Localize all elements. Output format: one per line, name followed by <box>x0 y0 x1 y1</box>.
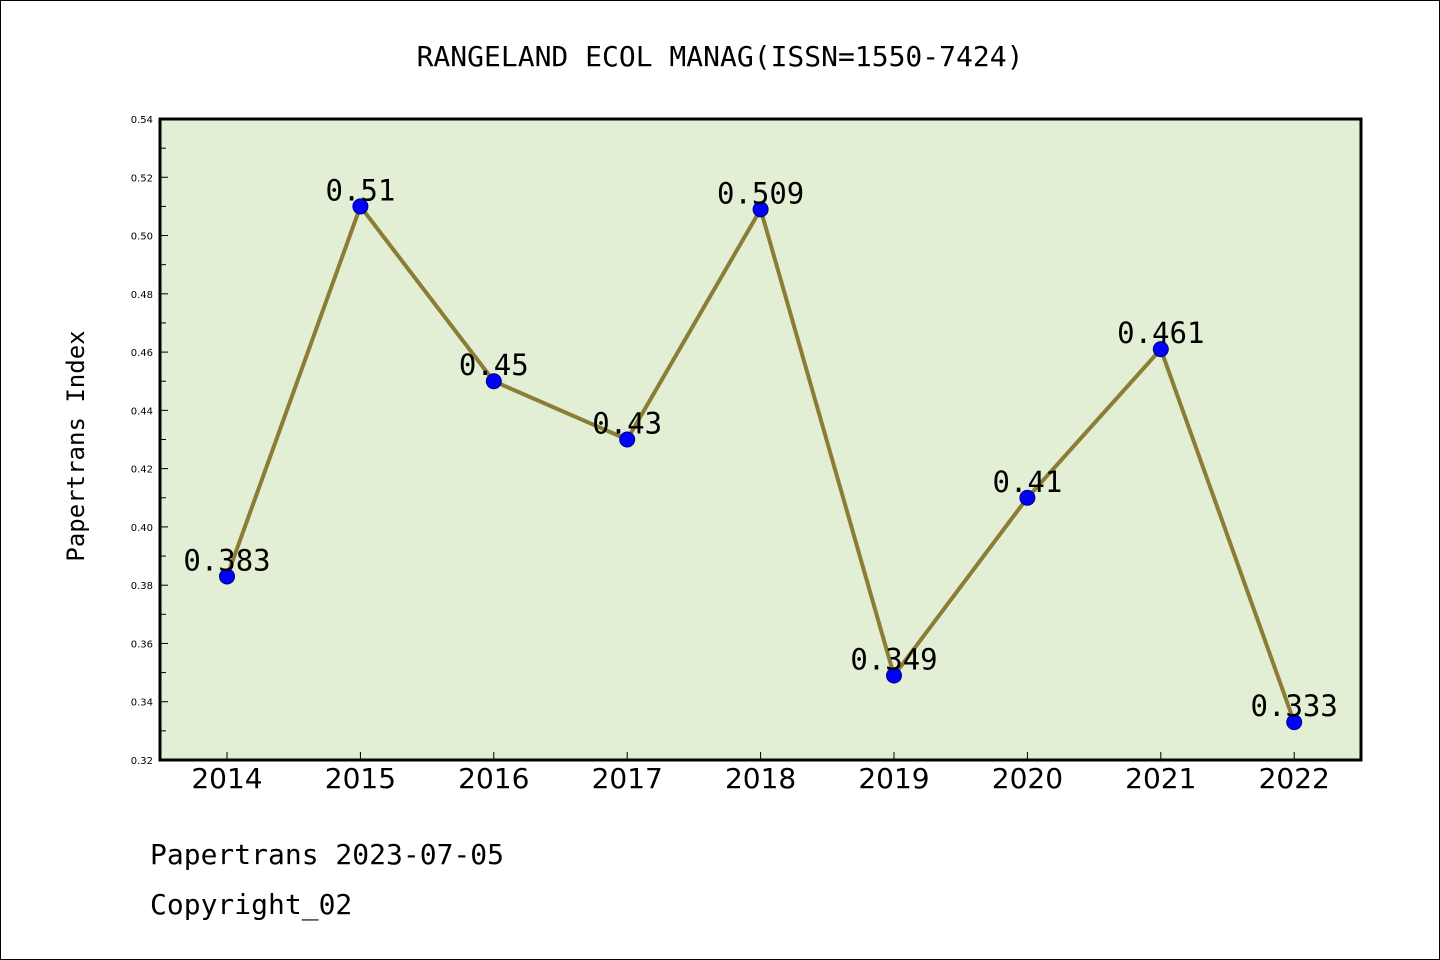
footer-copyright: Copyright_02 <box>150 888 352 922</box>
y-axis-label: Papertrans Index <box>62 330 90 561</box>
y-tick-label: 0.48 <box>131 290 153 301</box>
data-point <box>1152 341 1169 358</box>
x-tick-label: 2022 <box>1259 762 1330 795</box>
y-tick-label: 0.46 <box>131 348 153 359</box>
data-label: 0.43 <box>592 407 662 441</box>
data-point <box>485 373 502 390</box>
data-label: 0.509 <box>717 176 804 210</box>
y-tick-label: 0.40 <box>131 523 153 534</box>
chart-title: RANGELAND ECOL MANAG(ISSN=1550-7424) <box>417 40 1024 73</box>
data-point <box>219 568 235 585</box>
y-tick-label: 0.34 <box>131 698 153 709</box>
x-tick-label: 2019 <box>858 762 929 795</box>
x-tick-label: 2016 <box>458 762 529 795</box>
y-tick-label: 0.52 <box>131 173 153 184</box>
footer-date: Papertrans 2023-07-05 <box>150 838 504 871</box>
x-tick-label: 2020 <box>992 762 1063 795</box>
data-label: 0.333 <box>1251 689 1338 723</box>
x-tick-label: 2015 <box>325 762 396 795</box>
y-tick-label: 0.54 <box>131 115 153 126</box>
data-label: 0.41 <box>992 465 1062 499</box>
data-label: 0.51 <box>325 173 395 207</box>
y-tick-label: 0.36 <box>131 639 153 650</box>
y-tick-label: 0.42 <box>131 465 153 476</box>
data-point <box>752 201 769 218</box>
x-tick-label: 2018 <box>725 762 796 795</box>
data-point <box>1286 714 1303 731</box>
data-point <box>886 667 902 684</box>
data-label: 0.383 <box>183 543 270 577</box>
data-label-group: 0.383 0.51 0.45 0.43 0.509 0.349 0.41 0.461 0.33… <box>183 173 1338 723</box>
x-tick-label: 2014 <box>191 762 262 795</box>
x-tick-label: 2017 <box>592 762 663 795</box>
y-tick-label: 0.32 <box>131 756 153 767</box>
y-tick-label: 0.50 <box>131 232 153 243</box>
y-tick-label: 0.38 <box>131 581 153 592</box>
x-tick-label: 2021 <box>1125 762 1196 795</box>
data-point <box>352 198 369 215</box>
data-point <box>619 431 636 448</box>
marker-group <box>219 198 1303 731</box>
data-label: 0.349 <box>850 643 937 677</box>
data-label: 0.45 <box>459 348 529 382</box>
data-point <box>1019 489 1036 506</box>
y-tick-label: 0.44 <box>131 406 153 417</box>
data-label: 0.461 <box>1117 316 1204 350</box>
x-axis: 2014 2015 2016 2017 2018 2019 2020 2021 2022 <box>191 752 1330 795</box>
plot-area <box>158 117 1363 762</box>
y-axis: 0.32 0.34 0.36 0.38 0.40 0.42 0.44 0.46 0.48 0.50… <box>131 115 168 767</box>
